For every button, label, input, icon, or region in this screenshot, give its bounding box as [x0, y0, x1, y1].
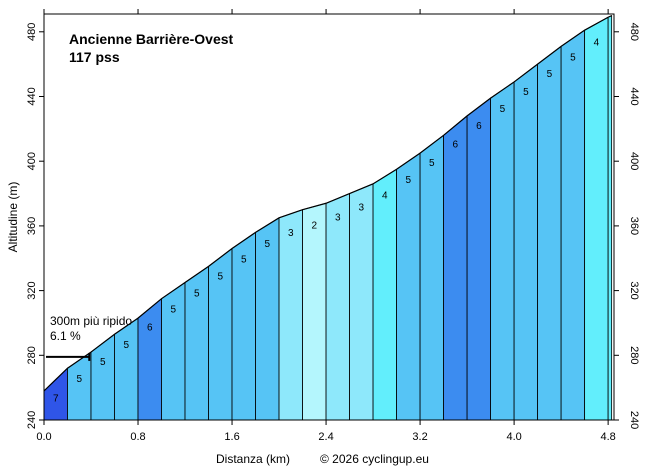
gradient-segment — [90, 333, 115, 421]
segment-gradient-label: 6 — [476, 121, 482, 132]
y-tick-label-left: 480 — [26, 23, 38, 41]
segment-gradient-label: 5 — [170, 305, 176, 316]
steepest-label: 300m più ripido — [50, 314, 132, 328]
gradient-segment — [584, 16, 609, 421]
gradient-segment — [278, 209, 303, 421]
y-tick-label-right: 320 — [628, 281, 640, 299]
x-axis-ticks: 0.0 0.8 1.6 2.4 3.2 4.0 4.8 — [36, 9, 616, 443]
segment-gradient-label: 5 — [123, 340, 129, 351]
segment-gradient-label: 4 — [382, 191, 388, 202]
plot-frame — [43, 13, 615, 421]
y-axis-ticks-right: 240 280 320 360 400 440 480 — [614, 23, 640, 429]
steepest-value: 6.1 % — [50, 329, 81, 343]
gradient-segment — [396, 152, 421, 421]
segment-gradient-label: 5 — [241, 254, 247, 265]
segment-gradient-label: 5 — [547, 69, 553, 80]
profile-line — [43, 15, 612, 392]
segment-gradient-label: 5 — [406, 175, 412, 186]
y-tick-label-right: 280 — [628, 346, 640, 364]
gradient-segment — [537, 45, 562, 421]
gradient-segment — [137, 297, 162, 421]
gradient-segment — [490, 81, 515, 421]
segment-gradient-label: 3 — [359, 203, 365, 214]
gradient-segment — [114, 317, 139, 421]
gradient-segment — [372, 168, 397, 421]
gradient-segment — [443, 115, 468, 421]
x-tick-label: 0.0 — [36, 431, 51, 443]
y-tick-label-left: 400 — [26, 152, 38, 170]
gradient-segment — [325, 192, 350, 421]
x-tick-label: 0.8 — [130, 431, 145, 443]
segment-gradient-label: 7 — [53, 394, 59, 405]
segment-gradient-label: 6 — [147, 322, 153, 333]
segment-gradient-label: 5 — [523, 87, 529, 98]
x-tick-label: 1.6 — [224, 431, 239, 443]
y-tick-label-left: 240 — [26, 411, 38, 429]
credit-text: © 2026 cyclingup.eu — [320, 452, 429, 466]
segment-gradient-label: 4 — [594, 38, 600, 49]
y-tick-label-right: 400 — [628, 152, 640, 170]
y-tick-label-left: 360 — [26, 217, 38, 235]
chart-subtitle: 117 pss — [69, 49, 120, 65]
segment-gradient-label: 6 — [453, 140, 459, 151]
gradient-segments: 7 5 5 5 6 5 5 5 5 5 3 2 3 3 4 5 5 6 6 5 5 5 5 4 — [43, 14, 613, 421]
segment-gradient-label: 5 — [570, 52, 576, 63]
segment-gradient-label: 5 — [100, 357, 106, 368]
x-tick-label: 3.2 — [412, 431, 427, 443]
x-tick-label: 2.4 — [318, 431, 333, 443]
segment-gradient-label: 2 — [312, 220, 318, 231]
x-tick-label: 4.0 — [506, 431, 521, 443]
segment-gradient-label: 5 — [218, 271, 224, 282]
y-tick-label-right: 480 — [628, 23, 640, 41]
x-tick-label: 4.8 — [600, 431, 615, 443]
y-tick-label-left: 440 — [26, 87, 38, 105]
gradient-segment — [302, 202, 327, 421]
y-axis-ticks-left: 240 280 320 360 400 440 480 — [26, 23, 44, 429]
y-tick-label-left: 280 — [26, 346, 38, 364]
segment-gradient-label: 5 — [429, 158, 435, 169]
gradient-segment — [419, 134, 444, 421]
gradient-segment — [560, 29, 586, 421]
chart-title: Ancienne Barrière-Ovest — [69, 31, 234, 47]
y-tick-label-right: 240 — [628, 411, 640, 429]
segment-gradient-label: 5 — [76, 374, 82, 385]
steepest-marker — [46, 352, 91, 361]
segment-gradient-label: 5 — [194, 288, 200, 299]
gradient-segment — [513, 63, 539, 421]
gradient-segment — [607, 14, 613, 421]
segment-gradient-label: 3 — [288, 228, 294, 239]
segment-gradient-label: 3 — [335, 212, 341, 223]
gradient-segment — [466, 97, 491, 421]
gradient-segment — [349, 183, 374, 421]
y-axis-title: Altitudine (m) — [6, 182, 20, 253]
segment-gradient-label: 5 — [500, 104, 506, 115]
segment-gradient-label: 5 — [265, 239, 271, 250]
y-tick-label-right: 440 — [628, 87, 640, 105]
x-axis-title: Distanza (km) — [216, 452, 290, 466]
gradient-segment — [67, 351, 92, 421]
y-tick-label-right: 360 — [628, 217, 640, 235]
y-tick-label-left: 320 — [26, 281, 38, 299]
gradient-segment — [161, 281, 186, 421]
